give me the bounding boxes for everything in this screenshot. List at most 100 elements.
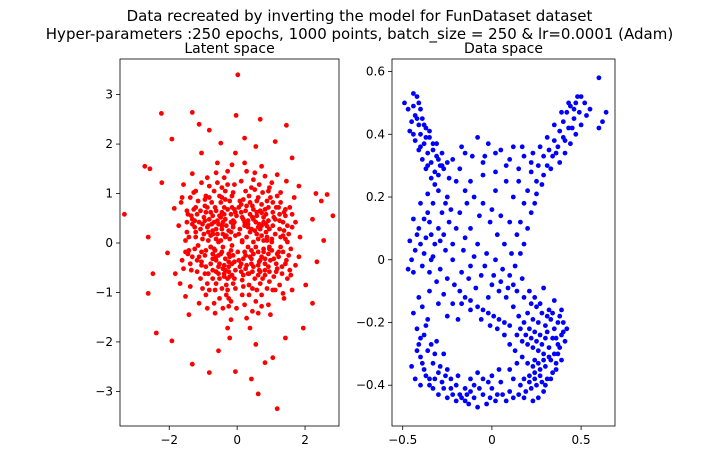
data-point <box>600 119 605 125</box>
data-point <box>560 320 566 325</box>
latent-point <box>232 259 237 265</box>
latent-point <box>203 292 209 298</box>
data-point <box>527 326 532 332</box>
latent-point <box>238 261 244 267</box>
data-point <box>446 175 452 181</box>
data-point <box>510 376 516 382</box>
latent-point <box>252 170 258 176</box>
data-point <box>485 295 491 300</box>
latent-point <box>227 274 233 279</box>
data-point <box>427 135 432 140</box>
data-point <box>450 157 456 162</box>
data-point <box>541 153 546 159</box>
latent-point <box>225 207 231 212</box>
data-point <box>432 351 438 357</box>
latent-point <box>223 233 229 239</box>
latent-point <box>177 281 183 286</box>
latent-point <box>229 243 235 248</box>
data-point <box>455 373 461 379</box>
data-point <box>500 266 505 272</box>
latent-point <box>203 264 209 270</box>
latent-point <box>259 233 264 239</box>
latent-point <box>189 361 195 367</box>
latent-point <box>196 300 202 306</box>
latent-point <box>193 205 199 210</box>
data-point <box>510 395 516 401</box>
latent-point <box>239 214 245 220</box>
data-point <box>507 157 513 162</box>
data-point <box>564 326 570 332</box>
data-point <box>459 301 464 307</box>
data-point <box>562 138 568 144</box>
data-point <box>453 226 459 231</box>
data-point <box>444 194 450 200</box>
data-point <box>444 313 450 319</box>
data-point <box>432 169 438 175</box>
data-point <box>450 392 456 397</box>
data-point <box>528 169 534 175</box>
latent-point <box>191 190 197 195</box>
data-point <box>457 166 463 172</box>
data-point <box>466 276 472 281</box>
data-point <box>444 276 450 281</box>
latent-ytick-label: −1 <box>95 285 113 299</box>
data-point <box>553 360 559 366</box>
data-point <box>459 395 464 401</box>
latent-point <box>244 234 250 240</box>
data-point <box>494 392 500 397</box>
data-point <box>494 232 500 238</box>
data-point <box>551 122 557 128</box>
data-point <box>416 226 422 231</box>
data-point <box>409 364 414 369</box>
latent-point <box>250 203 255 209</box>
latent-point <box>200 221 205 227</box>
data-point <box>428 232 434 238</box>
latent-space-title: Latent space <box>184 41 274 57</box>
data-point <box>548 317 554 322</box>
latent-point <box>249 248 254 253</box>
data-point <box>484 251 489 256</box>
data-point <box>539 310 545 316</box>
data-point <box>507 219 513 225</box>
data-point <box>521 320 527 325</box>
data-point <box>427 269 432 275</box>
latent-point <box>257 116 263 122</box>
latent-xtick-label: −2 <box>160 433 178 447</box>
latent-point <box>147 166 153 172</box>
latent-point <box>195 198 201 204</box>
latent-point <box>251 216 256 222</box>
data-point <box>475 404 480 410</box>
latent-ytick-label: 0 <box>105 236 113 250</box>
data-point <box>496 367 502 372</box>
latent-point <box>246 292 252 298</box>
data-point <box>516 313 522 319</box>
data-point <box>418 200 423 206</box>
latent-point <box>212 248 218 253</box>
data-point <box>430 360 436 366</box>
latent-point <box>262 272 268 278</box>
latent-point <box>273 269 279 275</box>
latent-point <box>219 226 225 232</box>
data-point <box>421 251 427 256</box>
latent-point <box>194 257 200 263</box>
data-point <box>546 345 552 350</box>
latent-point <box>201 231 207 237</box>
data-point <box>503 178 509 184</box>
data-point <box>534 304 539 310</box>
data-point <box>503 295 509 300</box>
data-point <box>457 210 463 216</box>
data-point <box>544 376 550 382</box>
latent-point <box>259 303 264 309</box>
latent-point <box>321 238 327 243</box>
data-point <box>491 313 497 319</box>
data-point <box>450 257 456 263</box>
latent-point <box>330 213 336 219</box>
data-point <box>544 163 550 169</box>
latent-point <box>250 269 255 275</box>
data-point <box>418 144 423 150</box>
latent-point <box>202 271 208 277</box>
data-point <box>418 241 423 247</box>
latent-point <box>271 214 277 220</box>
latent-point <box>272 287 278 293</box>
latent-point <box>221 175 227 181</box>
